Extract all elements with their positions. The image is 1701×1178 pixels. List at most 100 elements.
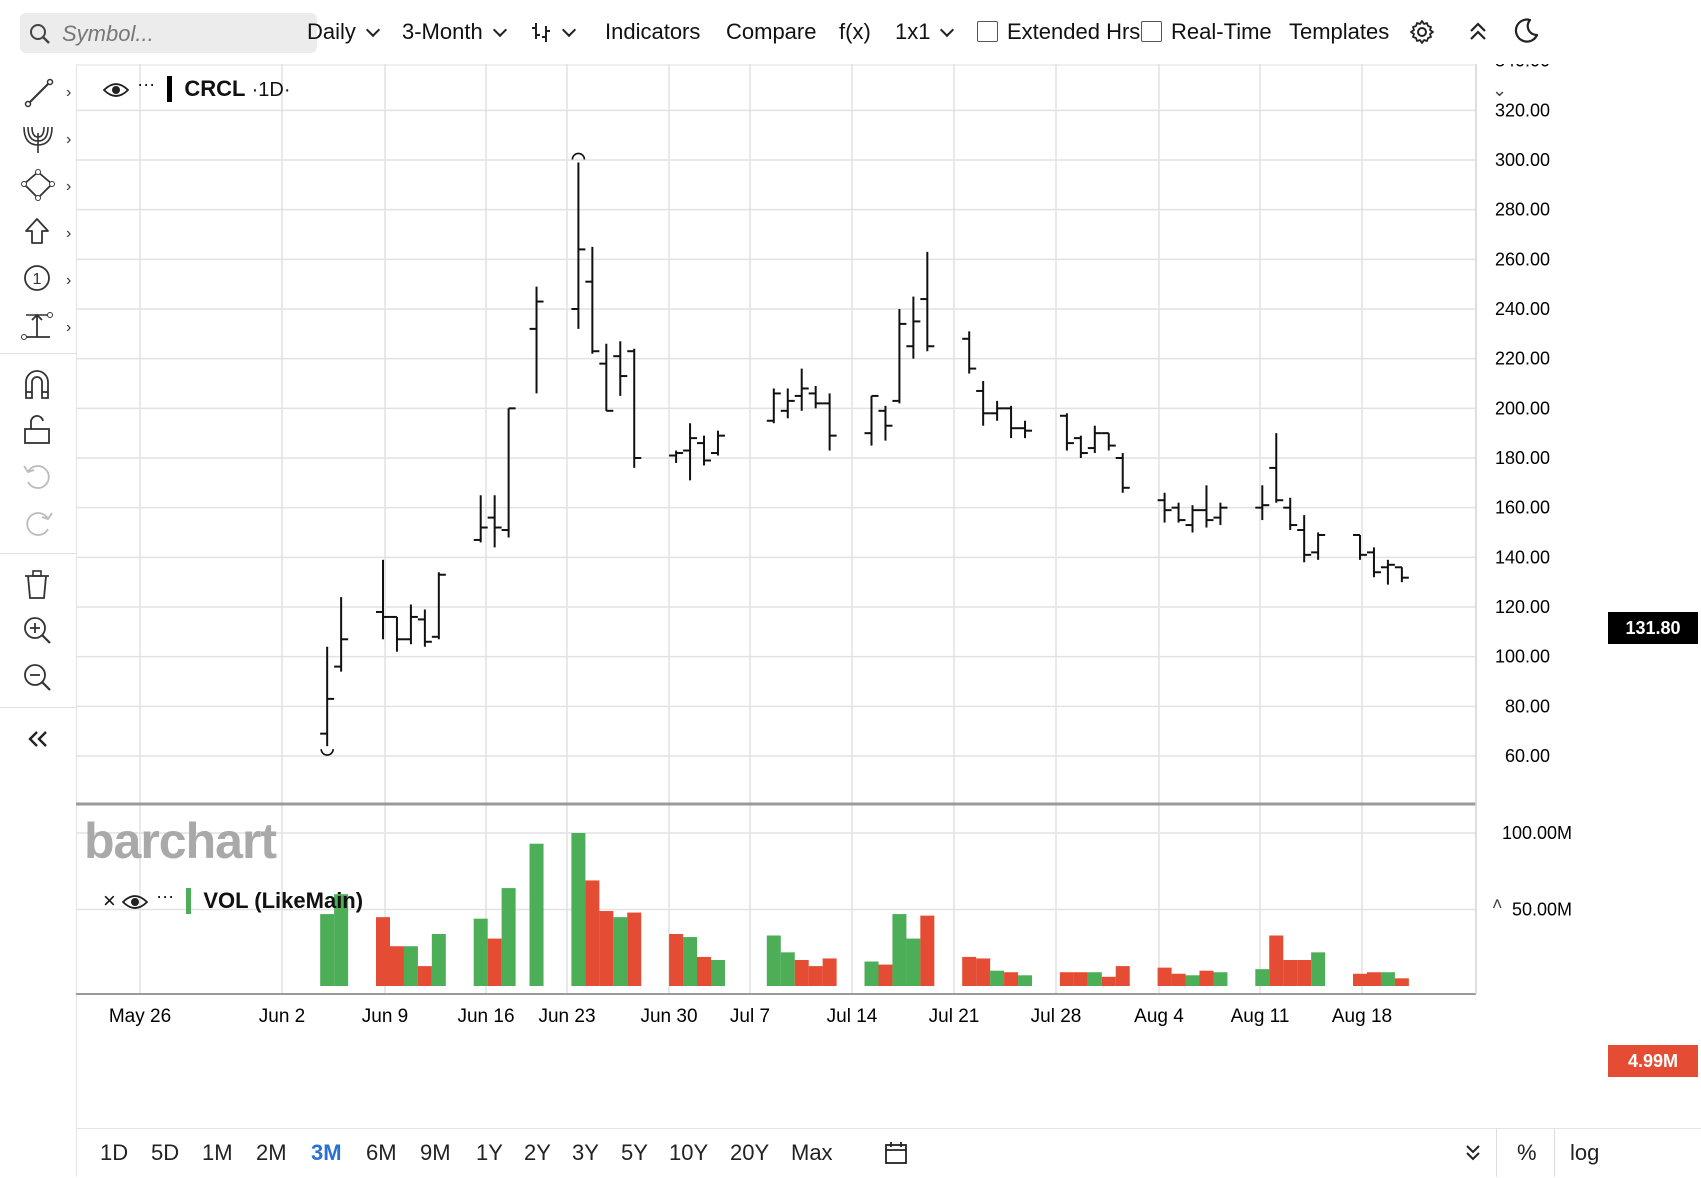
volume-bar[interactable]: [1087, 972, 1102, 986]
magnet-tool[interactable]: [20, 364, 60, 404]
fx-button[interactable]: f(x): [839, 19, 871, 44]
ohlc-bar[interactable]: [878, 405, 893, 441]
more-options-icon[interactable]: ···: [156, 886, 175, 906]
ohlc-bar[interactable]: [794, 368, 809, 411]
zoom-out-button[interactable]: [20, 660, 60, 700]
ohlc-bar[interactable]: [1269, 433, 1284, 503]
ohlc-bar[interactable]: [1255, 485, 1270, 521]
volume-bar[interactable]: [627, 912, 642, 986]
volume-bar[interactable]: [1073, 972, 1088, 986]
volume-bar[interactable]: [1004, 972, 1019, 986]
ohlc-bar[interactable]: [1171, 502, 1186, 523]
layout-dropdown[interactable]: 1x1: [895, 0, 955, 64]
volume-bar[interactable]: [417, 966, 432, 986]
volume-bar[interactable]: [1101, 976, 1116, 986]
volume-bar[interactable]: [1380, 972, 1395, 986]
ohlc-bar[interactable]: [1059, 413, 1074, 451]
ohlc-bar[interactable]: [808, 385, 823, 409]
ohlc-bar[interactable]: [417, 609, 432, 647]
volume-bar[interactable]: [1018, 975, 1033, 986]
range-button-3m[interactable]: 3M: [311, 1140, 342, 1165]
volume-bar[interactable]: [320, 914, 335, 986]
delete-drawings-button[interactable]: [20, 566, 60, 606]
volume-bar[interactable]: [1255, 969, 1270, 986]
volume-bar[interactable]: [780, 952, 795, 986]
ohlc-bar[interactable]: [487, 495, 502, 548]
ohlc-bar[interactable]: [1213, 502, 1228, 526]
volume-bar[interactable]: [892, 914, 907, 986]
volume-bar[interactable]: [585, 880, 600, 986]
volume-bar[interactable]: [571, 833, 586, 986]
ohlc-bar[interactable]: [1018, 420, 1033, 439]
range-button-3y[interactable]: 3Y: [572, 1140, 599, 1165]
volume-bar[interactable]: [334, 894, 349, 986]
ohlc-bar[interactable]: [892, 309, 907, 404]
range-button-2y[interactable]: 2Y: [524, 1140, 551, 1165]
volume-bar[interactable]: [1394, 978, 1409, 986]
compare-button[interactable]: Compare: [726, 19, 817, 44]
ohlc-bar[interactable]: [473, 495, 488, 543]
volume-bar[interactable]: [599, 911, 614, 986]
ohlc-bar[interactable]: [1157, 492, 1172, 523]
volume-bar[interactable]: [710, 959, 725, 986]
ohlc-bar[interactable]: [1073, 435, 1088, 458]
ohlc-bar[interactable]: [1311, 532, 1326, 560]
ohlc-bar[interactable]: [1353, 533, 1367, 560]
volume-bar[interactable]: [976, 958, 991, 986]
indicators-button[interactable]: Indicators: [605, 19, 701, 44]
expand-down-icon[interactable]: [1461, 1141, 1485, 1165]
volume-bar[interactable]: [1366, 972, 1381, 986]
extended-hrs-checkbox[interactable]: [977, 21, 998, 42]
ohlc-bar[interactable]: [320, 646, 335, 747]
volume-bar[interactable]: [920, 915, 935, 986]
volume-bar[interactable]: [990, 970, 1005, 986]
ohlc-bar[interactable]: [1115, 453, 1130, 493]
ohlc-bar[interactable]: [613, 341, 628, 396]
range-button-max[interactable]: Max: [791, 1140, 833, 1165]
ohlc-bar[interactable]: [822, 393, 837, 451]
calendar-icon[interactable]: [883, 1140, 909, 1166]
volume-bar[interactable]: [878, 964, 893, 986]
ohlc-bar[interactable]: [976, 381, 991, 426]
chart-type-dropdown[interactable]: [530, 0, 577, 64]
volume-y-axis[interactable]: 100.00M 50.00M: [1502, 823, 1572, 920]
zoom-in-button[interactable]: [20, 613, 60, 653]
volume-bar[interactable]: [1213, 972, 1228, 986]
volume-bar[interactable]: [501, 888, 516, 986]
undo-button[interactable]: [20, 458, 60, 498]
ohlc-bar[interactable]: [1394, 566, 1409, 583]
volume-bar[interactable]: [1185, 975, 1200, 986]
volume-bar[interactable]: [1297, 959, 1312, 986]
volume-bar[interactable]: [376, 917, 390, 986]
settings-gear-icon[interactable]: [1408, 18, 1436, 46]
ohlc-bar[interactable]: [1004, 405, 1019, 439]
dark-mode-moon-icon[interactable]: [1512, 17, 1540, 45]
ohlc-bar[interactable]: [766, 388, 781, 424]
eye-icon[interactable]: [121, 892, 149, 912]
volume-bar[interactable]: [1171, 973, 1186, 986]
real-time-toggle[interactable]: Real-Time: [1141, 0, 1272, 64]
trendline-tool[interactable]: ›: [20, 72, 71, 112]
ohlc-bar[interactable]: [334, 597, 349, 672]
ohlc-bar[interactable]: [1297, 515, 1312, 563]
volume-bar[interactable]: [389, 946, 404, 986]
period-dropdown[interactable]: 3-Month: [402, 0, 507, 64]
ohlc-bar[interactable]: [627, 348, 642, 468]
log-toggle[interactable]: log: [1570, 1140, 1600, 1165]
collapse-up-icon[interactable]: [1466, 19, 1490, 45]
volume-bar[interactable]: [431, 933, 446, 986]
volume-bar[interactable]: [697, 956, 712, 986]
volume-bar[interactable]: [1199, 970, 1214, 986]
ohlc-bar[interactable]: [920, 251, 935, 352]
extended-hrs-toggle[interactable]: Extended Hrs: [977, 0, 1140, 64]
annotation-tool[interactable]: 1 ›: [20, 260, 71, 300]
volume-bar[interactable]: [766, 935, 781, 986]
volume-bar[interactable]: [906, 938, 921, 986]
volume-bar[interactable]: [529, 843, 544, 986]
volume-bar[interactable]: [1115, 966, 1130, 986]
ohlc-bar[interactable]: [389, 615, 404, 652]
ohlc-bar[interactable]: [376, 559, 390, 640]
ohlc-bar[interactable]: [1101, 432, 1116, 451]
volume-bar[interactable]: [487, 938, 502, 986]
volume-bar[interactable]: [403, 946, 418, 986]
